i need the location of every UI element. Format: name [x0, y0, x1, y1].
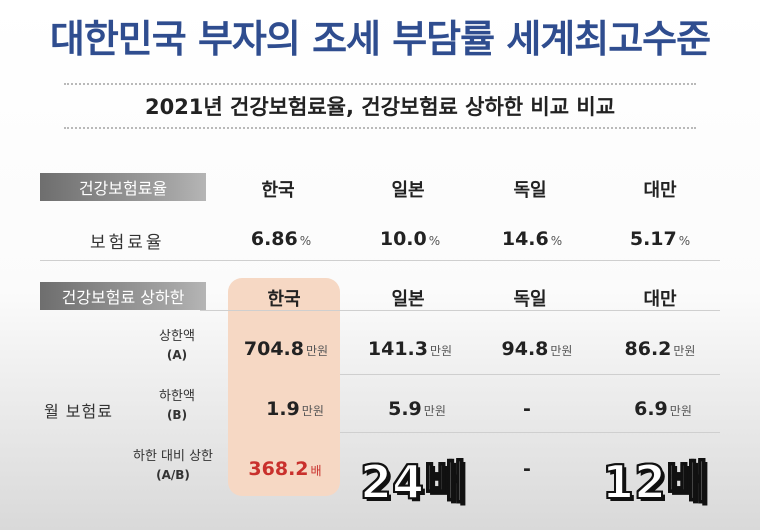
lower-japan: 5.9 만원	[388, 398, 446, 420]
divider	[340, 374, 720, 375]
divider	[340, 432, 720, 433]
header-germany-1: 독일	[513, 180, 547, 201]
upper-taiwan: 86.2 만원	[624, 338, 696, 360]
header-taiwan-2: 대만	[643, 289, 677, 310]
korea-highlight-column	[228, 278, 340, 496]
group-label-monthly-premium: 월 보험료	[44, 402, 113, 421]
row-label-lower-limit: 하한액 (B)	[159, 389, 195, 422]
upper-germany: 94.8 만원	[501, 338, 573, 360]
lower-korea: 1.9 만원	[266, 398, 324, 420]
lower-taiwan: 6.9 만원	[634, 398, 692, 420]
ratio-korea: 368.2 배	[248, 458, 322, 480]
header-korea-1: 한국	[261, 180, 295, 201]
divider	[40, 260, 720, 261]
overlay-japan-ratio: 24배	[359, 454, 467, 510]
header-germany-2: 독일	[513, 289, 547, 310]
rate-japan: 10.0%	[379, 228, 441, 250]
rate-germany: 14.6%	[501, 228, 563, 250]
page-title: 대한민국 부자의 조세 부담률 세계최고수준	[49, 17, 711, 61]
header-korea-2: 한국	[267, 289, 301, 310]
subtitle: 2021년 건강보험료율, 건강보험료 상하한 비교 비교	[64, 83, 696, 129]
row-label-ratio: 하한 대비 상한 (A/B)	[132, 449, 214, 482]
lower-germany: -	[523, 398, 531, 420]
header-japan-2: 일본	[391, 289, 425, 310]
upper-korea: 704.8 만원	[243, 338, 329, 360]
ratio-germany: -	[523, 458, 531, 480]
section1-label: 건강보험료율	[40, 173, 206, 201]
row-label-premium-rate: 보험료율	[90, 233, 165, 253]
divider	[200, 310, 720, 311]
header-taiwan-1: 대만	[643, 180, 677, 201]
rate-korea: 6.86%	[250, 228, 312, 250]
overlay-taiwan-ratio: 12배	[601, 454, 709, 510]
upper-japan: 141.3 만원	[367, 338, 453, 360]
header-japan-1: 일본	[391, 180, 425, 201]
section2-label: 건강보험료 상하한	[40, 282, 206, 310]
row-label-upper-limit: 상한액 (A)	[159, 329, 195, 362]
rate-taiwan: 5.17%	[629, 228, 691, 250]
